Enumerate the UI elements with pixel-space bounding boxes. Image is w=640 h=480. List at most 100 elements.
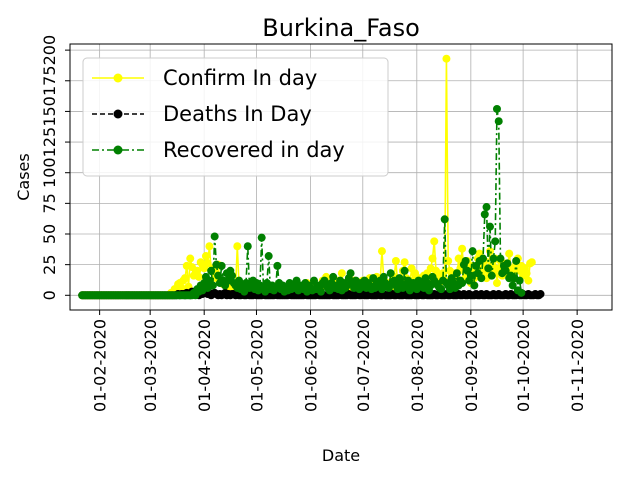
y-tick-label: 0: [40, 290, 59, 300]
data-point: [177, 283, 186, 292]
data-point: [386, 269, 395, 278]
data-point: [487, 271, 496, 280]
data-point: [391, 256, 400, 265]
data-point: [496, 254, 505, 263]
y-tick-label: 100: [40, 157, 59, 188]
data-point: [329, 272, 338, 281]
data-point: [437, 285, 446, 294]
data-point: [452, 269, 461, 278]
data-point: [400, 266, 409, 275]
data-point: [458, 279, 467, 288]
y-tick-label: 50: [40, 224, 59, 244]
data-point: [444, 256, 453, 265]
x-tick-label: 01-11-2020: [568, 319, 587, 412]
data-point: [205, 242, 214, 251]
data-point: [203, 259, 212, 268]
data-point: [233, 242, 242, 251]
data-point: [461, 256, 470, 265]
data-point: [440, 215, 449, 224]
data-point: [257, 233, 266, 242]
data-point: [430, 237, 439, 246]
data-point: [400, 258, 409, 267]
y-axis-label: Cases: [14, 153, 33, 201]
data-point: [512, 256, 521, 265]
data-point: [337, 269, 346, 278]
legend-label-1: Deaths In Day: [163, 102, 312, 126]
y-tick-label: 75: [40, 193, 59, 213]
legend: Confirm In day Deaths In Day Recovered in …: [82, 57, 389, 177]
legend-box: [82, 57, 389, 177]
series-2: [78, 104, 526, 300]
x-axis-label: Date: [322, 446, 360, 465]
data-point: [492, 104, 501, 113]
data-point: [201, 252, 210, 261]
x-tick-label: 01-10-2020: [514, 319, 533, 412]
data-point: [214, 271, 223, 280]
axis-ticks: 01-02-2020 01-03-2020 01-04-2020 01-05-2020…: [40, 35, 587, 412]
data-point: [492, 279, 501, 288]
data-point: [494, 117, 503, 126]
data-point: [454, 254, 463, 263]
data-point: [524, 276, 533, 285]
legend-marker-0: [113, 73, 123, 83]
data-point: [503, 259, 512, 268]
legend-label-0: Confirm In day: [163, 66, 317, 90]
data-point: [501, 266, 510, 275]
data-point: [273, 261, 282, 270]
data-point: [228, 271, 237, 280]
data-point: [477, 274, 486, 283]
data-point: [243, 242, 252, 251]
data-point: [470, 281, 479, 290]
data-point: [186, 254, 195, 263]
data-point: [517, 288, 526, 297]
y-tick-label: 200: [40, 35, 59, 66]
data-point: [377, 247, 386, 256]
data-point: [264, 252, 273, 261]
data-point: [207, 266, 216, 275]
data-point: [527, 258, 536, 267]
data-point: [210, 232, 219, 241]
y-tick-label: 175: [40, 66, 59, 97]
data-point: [316, 287, 325, 296]
x-tick-label: 01-04-2020: [195, 319, 214, 412]
data-point: [468, 247, 477, 256]
data-point: [442, 54, 451, 63]
data-point: [486, 222, 495, 231]
data-point: [346, 269, 355, 278]
legend-label-2: Recovered in day: [163, 138, 345, 162]
x-tick-label: 01-05-2020: [247, 319, 266, 412]
data-point: [522, 269, 531, 278]
legend-marker-2: [113, 145, 123, 155]
x-tick-label: 01-06-2020: [302, 319, 321, 412]
data-point: [194, 272, 203, 281]
chart-title: Burkina_Faso: [262, 14, 420, 42]
data-point: [458, 244, 467, 253]
data-point: [181, 274, 190, 283]
x-tick-label: 01-03-2020: [141, 319, 160, 412]
x-tick-label: 01-07-2020: [354, 319, 373, 412]
data-point: [217, 261, 226, 270]
data-point: [208, 281, 217, 290]
data-point: [379, 272, 388, 281]
plot-frame: [69, 43, 613, 311]
y-tick-label: 150: [40, 96, 59, 127]
data-point: [484, 264, 493, 273]
data-point: [482, 203, 491, 212]
legend-marker-1: [113, 109, 123, 119]
data-point: [466, 271, 475, 280]
data-point: [480, 210, 489, 219]
x-tick-label: 01-09-2020: [462, 319, 481, 412]
plot-series: [78, 54, 545, 300]
data-point: [536, 290, 545, 299]
data-point: [428, 254, 437, 263]
y-tick-label: 125: [40, 127, 59, 158]
data-point: [515, 276, 524, 285]
x-tick-label: 01-08-2020: [408, 319, 427, 412]
y-tick-label: 25: [40, 254, 59, 274]
x-tick-label: 01-02-2020: [91, 319, 110, 412]
data-point: [489, 254, 498, 263]
data-point: [479, 254, 488, 263]
data-point: [193, 266, 202, 275]
data-point: [505, 249, 514, 258]
